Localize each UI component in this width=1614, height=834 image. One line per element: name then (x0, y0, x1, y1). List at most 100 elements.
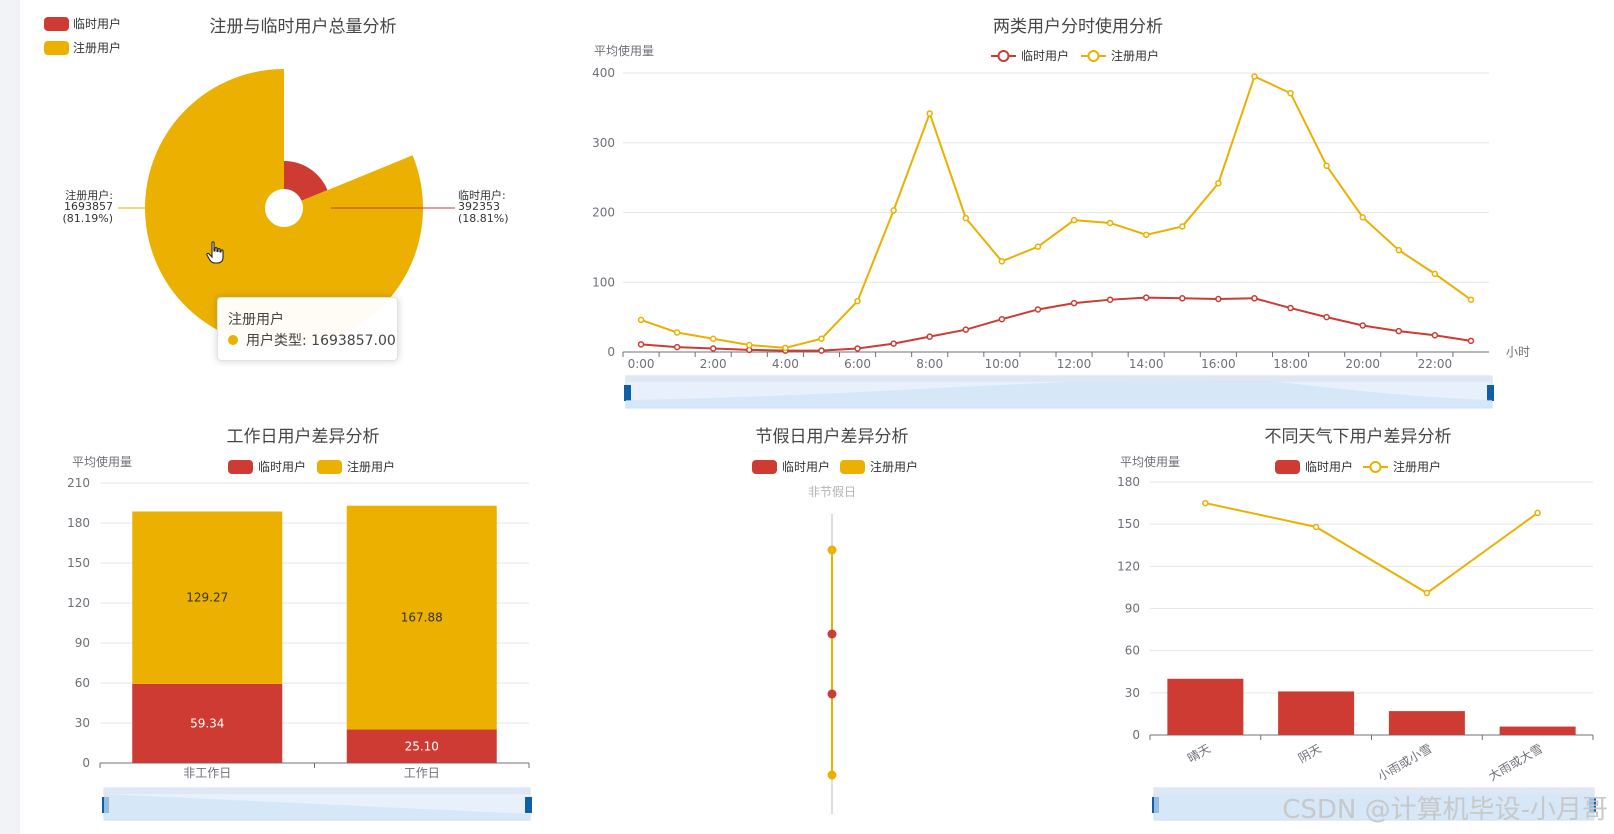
weather-bar-temp (1388, 711, 1465, 735)
line-point-temp (1287, 304, 1294, 312)
workday-bar-label-reg: 167.88 (401, 611, 443, 625)
workday-ytick: 180 (67, 516, 90, 530)
line-point-temp (1431, 332, 1439, 339)
workday-zoom-slider-top (104, 788, 530, 794)
hand-cursor-icon (206, 241, 224, 264)
pie-legend-temp-swatch (44, 17, 69, 31)
workday-ytick: 210 (67, 476, 90, 490)
weather-legend-reg-label: 注册用户 (1393, 459, 1441, 474)
pie-label-temp-pct: (18.81%) (458, 212, 509, 225)
line-point-temp (637, 341, 645, 348)
weather-legend-reg-marker (1369, 461, 1382, 473)
line-point-reg (998, 258, 1006, 265)
workday-bar-temp (132, 683, 283, 763)
line-point-temp (1215, 295, 1222, 303)
line-point-temp (673, 343, 681, 351)
line-point-reg (962, 214, 970, 222)
holiday-point-reg (827, 545, 837, 555)
weather-ytick: 60 (1125, 644, 1140, 658)
line-point-reg (1359, 214, 1366, 221)
pie-legend-reg-swatch (44, 41, 69, 55)
line-series-temp (640, 296, 1472, 352)
workday-legend-temp-swatch (228, 460, 253, 474)
tooltip-title: 注册用户 (228, 312, 284, 328)
weather-point-reg (1534, 509, 1541, 517)
weather-point-reg (1423, 589, 1431, 597)
line-point-reg (637, 316, 645, 324)
line-point-temp (1359, 322, 1366, 329)
line-point-temp (962, 326, 970, 333)
line-point-reg (1251, 73, 1258, 80)
weather-xtick-label: 阴天 (1296, 741, 1324, 765)
pie-slice-reg (145, 69, 423, 347)
workday-ytick: 30 (75, 716, 90, 730)
line-ytick: 300 (592, 136, 615, 150)
weather-ytick: 180 (1117, 475, 1140, 489)
line-title: 两类用户分时使用分析 (993, 16, 1163, 37)
line-point-temp (998, 315, 1006, 323)
line-point-temp (818, 347, 825, 354)
workday-bar-label-reg: 129.27 (186, 591, 228, 605)
tooltip-value: 用户类型: 1693857.00 (246, 333, 396, 349)
line-ylabel: 平均使用量 (594, 43, 654, 58)
line-point-reg (673, 329, 681, 336)
tooltip-dot-icon (228, 335, 238, 345)
line-point-temp (890, 340, 897, 347)
workday-bar-reg (346, 505, 497, 730)
weather-xtick-label: 大雨或大雪 (1486, 741, 1545, 783)
line-point-temp (709, 345, 717, 352)
line-point-reg (890, 207, 897, 214)
workday-legend-reg-swatch (317, 460, 342, 474)
line-legend-temp-label: 临时用户 (1021, 48, 1069, 63)
weather-ytick: 120 (1117, 559, 1140, 573)
line-xtick-label: 0:00 (628, 357, 655, 371)
dashboard-charts: 注册与临时用户总量分析临时用户注册用户注册用户:1693857(81.19%)临… (44, 16, 1596, 821)
holiday-point-temp (827, 629, 837, 639)
line-point-temp (1106, 296, 1114, 303)
line-zoom-slider-shadow (626, 381, 1492, 408)
line-point-reg (1467, 296, 1475, 303)
line-point-reg (818, 335, 825, 342)
line-point-temp (1251, 295, 1258, 302)
line-legend-reg-marker (1087, 50, 1100, 62)
line-point-reg (1106, 219, 1114, 227)
line-point-reg (1287, 89, 1294, 97)
line-ytick: 0 (607, 345, 615, 359)
line-legend-temp-marker (997, 50, 1010, 62)
holiday-legend-reg-swatch (840, 460, 865, 474)
weather-ytick: 30 (1125, 686, 1140, 700)
line-point-temp (1142, 294, 1150, 301)
holiday-legend-temp-label: 临时用户 (782, 459, 830, 474)
workday-bar-temp (346, 729, 497, 763)
line-xtick-label: 18:00 (1273, 357, 1308, 371)
workday-xtick-label: 工作日 (404, 766, 440, 780)
line-point-reg (1070, 216, 1078, 224)
line-point-temp (1395, 327, 1403, 335)
weather-bar-temp (1499, 726, 1576, 735)
weather-ytick: 150 (1117, 517, 1140, 531)
line-point-temp (1179, 295, 1186, 302)
weather-legend-temp-swatch (1275, 460, 1300, 474)
line-xtick-label: 10:00 (985, 357, 1020, 371)
pie-title: 注册与临时用户总量分析 (210, 17, 397, 37)
line-xtick-label: 14:00 (1129, 357, 1164, 371)
weather-series-reg (1205, 502, 1539, 595)
pie-label-reg-name: 注册用户: (65, 188, 113, 202)
weather-title: 不同天气下用户差异分析 (1265, 427, 1452, 447)
line-point-reg (1323, 162, 1330, 170)
line-xlabel: 小时 (1506, 345, 1530, 359)
line-point-temp (854, 345, 861, 352)
line-point-reg (1179, 223, 1186, 230)
line-xtick-label: 6:00 (844, 357, 871, 371)
weather-ylabel: 平均使用量 (1120, 454, 1180, 469)
line-ytick: 400 (592, 66, 615, 80)
line-point-reg (1215, 179, 1222, 187)
line-series-reg (640, 75, 1472, 349)
workday-xtick-label: 非工作日 (183, 766, 231, 780)
line-point-temp (1070, 299, 1078, 307)
line-point-reg (1395, 246, 1403, 254)
line-point-reg (709, 335, 717, 342)
pie-legend-reg-label: 注册用户 (73, 40, 121, 55)
pie-slice-temp (284, 160, 328, 201)
line-point-temp (1034, 306, 1042, 313)
